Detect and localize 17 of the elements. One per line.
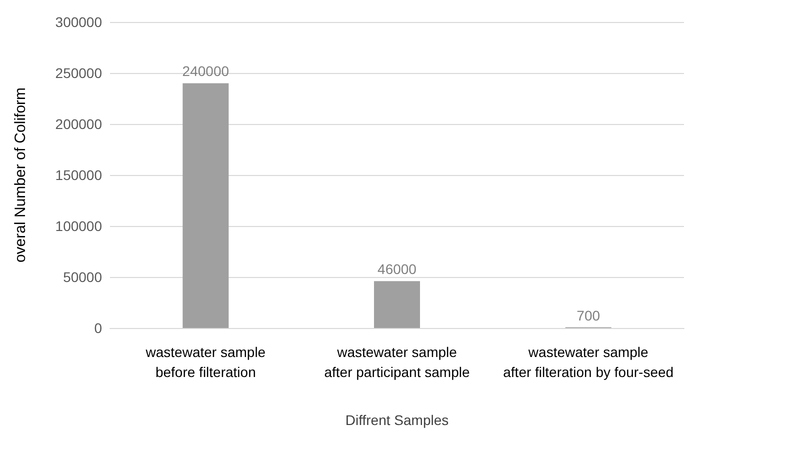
bar [374, 281, 420, 328]
y-tick-label: 200000 [55, 116, 102, 132]
y-tick-label: 50000 [63, 269, 102, 285]
data-label: 46000 [378, 261, 417, 278]
x-tick-label: wastewater sample after filteration by four-seed [503, 344, 674, 380]
y-tick-label: 0 [94, 320, 102, 336]
y-axis-title: overal Number of Coliform [12, 87, 29, 263]
data-label: 240000 [182, 63, 230, 80]
y-tick-label: 150000 [55, 167, 102, 183]
y-tick-label: 100000 [55, 218, 102, 234]
y-tick-label: 250000 [55, 65, 102, 81]
data-label: 700 [576, 307, 600, 324]
y-tick-label: 300000 [55, 14, 102, 30]
x-axis-title: Diffrent Samples [345, 412, 449, 428]
bar [182, 83, 229, 328]
x-tick-label: wastewater sample after participant sample [324, 344, 470, 380]
x-tick-label: wastewater sample before filteration [144, 344, 266, 380]
